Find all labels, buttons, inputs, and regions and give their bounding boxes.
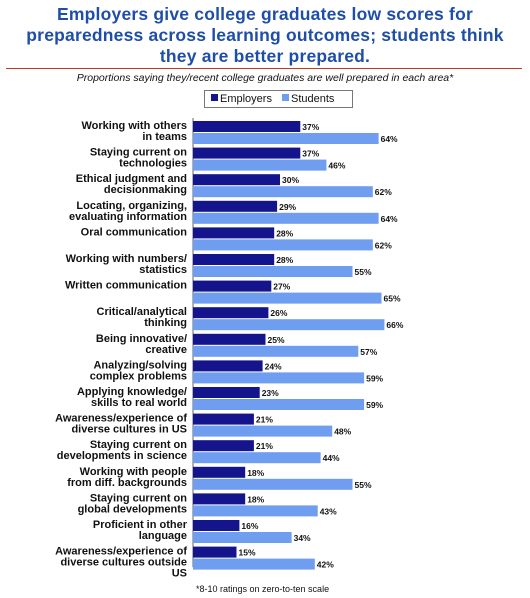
bar-employers bbox=[193, 520, 240, 531]
data-label-students: 59% bbox=[366, 400, 383, 410]
data-label-students: 34% bbox=[294, 533, 311, 543]
category-label: Locating, organizing, evaluating informat… bbox=[69, 200, 187, 223]
category-label: Analyzing/solving complex problems bbox=[90, 359, 187, 382]
data-label-employers: 37% bbox=[302, 149, 319, 159]
legend-item-students: Students bbox=[282, 92, 334, 106]
data-label-employers: 25% bbox=[268, 335, 285, 345]
data-label-employers: 26% bbox=[270, 308, 287, 318]
bar-employers bbox=[193, 121, 301, 132]
category-label: Proficient in other language bbox=[93, 519, 188, 542]
category-label: Awareness/experience of diverse cultures … bbox=[55, 546, 187, 580]
bar-employers bbox=[193, 546, 237, 558]
bar-students bbox=[193, 505, 318, 517]
data-label-students: 64% bbox=[381, 214, 398, 224]
data-label-students: 46% bbox=[328, 161, 345, 171]
data-label-employers: 28% bbox=[276, 255, 293, 265]
bar-students bbox=[193, 266, 353, 277]
bar-students bbox=[193, 292, 382, 304]
bar-students bbox=[193, 345, 359, 357]
category-label: Ethical judgment and decisionmaking bbox=[76, 173, 187, 196]
legend-label-students: Students bbox=[291, 93, 335, 105]
chart-title: Employers give college graduates low sco… bbox=[26, 4, 504, 66]
category-label: Oral communication bbox=[81, 226, 188, 238]
data-label-students: 59% bbox=[366, 373, 383, 383]
bar-employers bbox=[193, 493, 246, 505]
bar-employers bbox=[193, 307, 269, 319]
title-divider bbox=[6, 68, 522, 69]
bar-students bbox=[193, 399, 365, 410]
data-label-employers: 18% bbox=[247, 494, 264, 504]
data-label-students: 48% bbox=[334, 427, 351, 437]
bar-employers bbox=[193, 227, 275, 239]
data-label-students: 55% bbox=[355, 480, 372, 490]
data-label-students: 55% bbox=[355, 267, 372, 277]
category-label: Staying current on global developments bbox=[78, 492, 188, 515]
legend-swatch-students bbox=[282, 94, 289, 101]
data-label-students: 44% bbox=[323, 453, 340, 463]
category-label: Working with people from diff. background… bbox=[67, 466, 187, 489]
data-label-students: 65% bbox=[384, 294, 401, 304]
category-label: Applying knowledge/skills to real world bbox=[77, 386, 187, 409]
bar-employers bbox=[193, 174, 280, 186]
bar-employers bbox=[193, 387, 260, 398]
category-label: Staying current on developments in scienc… bbox=[57, 439, 187, 462]
data-label-employers: 29% bbox=[279, 202, 296, 212]
data-label-employers: 27% bbox=[273, 282, 290, 292]
data-label-employers: 18% bbox=[247, 468, 264, 478]
data-label-students: 62% bbox=[375, 240, 392, 250]
bar-students bbox=[193, 212, 379, 224]
bar-students bbox=[193, 159, 327, 171]
bar-employers bbox=[193, 360, 263, 372]
bar-students bbox=[193, 186, 373, 198]
bar-employers bbox=[193, 440, 254, 452]
data-label-students: 57% bbox=[360, 347, 377, 357]
bar-students bbox=[193, 133, 379, 144]
bar-employers bbox=[193, 333, 266, 345]
bar-students bbox=[193, 532, 292, 543]
legend-swatch-employers bbox=[211, 94, 218, 101]
bar-employers bbox=[193, 280, 272, 292]
data-label-employers: 21% bbox=[256, 441, 273, 451]
category-label: Written communication bbox=[65, 280, 187, 292]
category-label: Staying current on technologies bbox=[90, 147, 187, 170]
data-label-employers: 30% bbox=[282, 175, 299, 185]
data-label-employers: 16% bbox=[241, 521, 258, 531]
bar-employers bbox=[193, 200, 278, 212]
bar-employers bbox=[193, 413, 254, 425]
category-label: Being innovative/creative bbox=[96, 333, 187, 356]
data-label-employers: 21% bbox=[256, 415, 273, 425]
bar-students bbox=[193, 425, 333, 437]
bar-students bbox=[193, 372, 365, 384]
data-label-employers: 37% bbox=[302, 122, 319, 132]
data-label-employers: 24% bbox=[265, 361, 282, 371]
data-label-students: 43% bbox=[320, 506, 337, 516]
data-label-students: 42% bbox=[317, 560, 334, 570]
category-label: Critical/analytical thinking bbox=[97, 306, 188, 329]
legend-label-employers: Employers bbox=[220, 93, 272, 105]
data-label-students: 66% bbox=[386, 320, 403, 330]
category-label: Working with others in teams bbox=[81, 120, 187, 143]
category-label: Awareness/experience of diverse cultures … bbox=[55, 413, 187, 436]
data-label-employers: 28% bbox=[276, 228, 293, 238]
bar-employers bbox=[193, 147, 301, 159]
data-label-employers: 15% bbox=[239, 548, 256, 558]
bar-employers bbox=[193, 254, 275, 265]
data-label-students: 64% bbox=[381, 134, 398, 144]
data-label-students: 62% bbox=[375, 187, 392, 197]
bar-students bbox=[193, 478, 353, 490]
bar-students bbox=[193, 452, 321, 464]
chart-subtitle: Proportions saying they/recent college g… bbox=[76, 72, 454, 84]
bar-students bbox=[193, 239, 373, 251]
chart-legend: Employers Students bbox=[204, 90, 353, 108]
footnote: *8-10 ratings on zero-to-ten scale bbox=[196, 584, 330, 594]
bar-students bbox=[193, 558, 315, 570]
bar-students bbox=[193, 319, 385, 331]
legend-item-employers: Employers bbox=[211, 92, 272, 106]
data-label-employers: 23% bbox=[262, 388, 279, 398]
bar-employers bbox=[193, 466, 246, 478]
category-label: Working with numbers/statistics bbox=[66, 253, 187, 276]
